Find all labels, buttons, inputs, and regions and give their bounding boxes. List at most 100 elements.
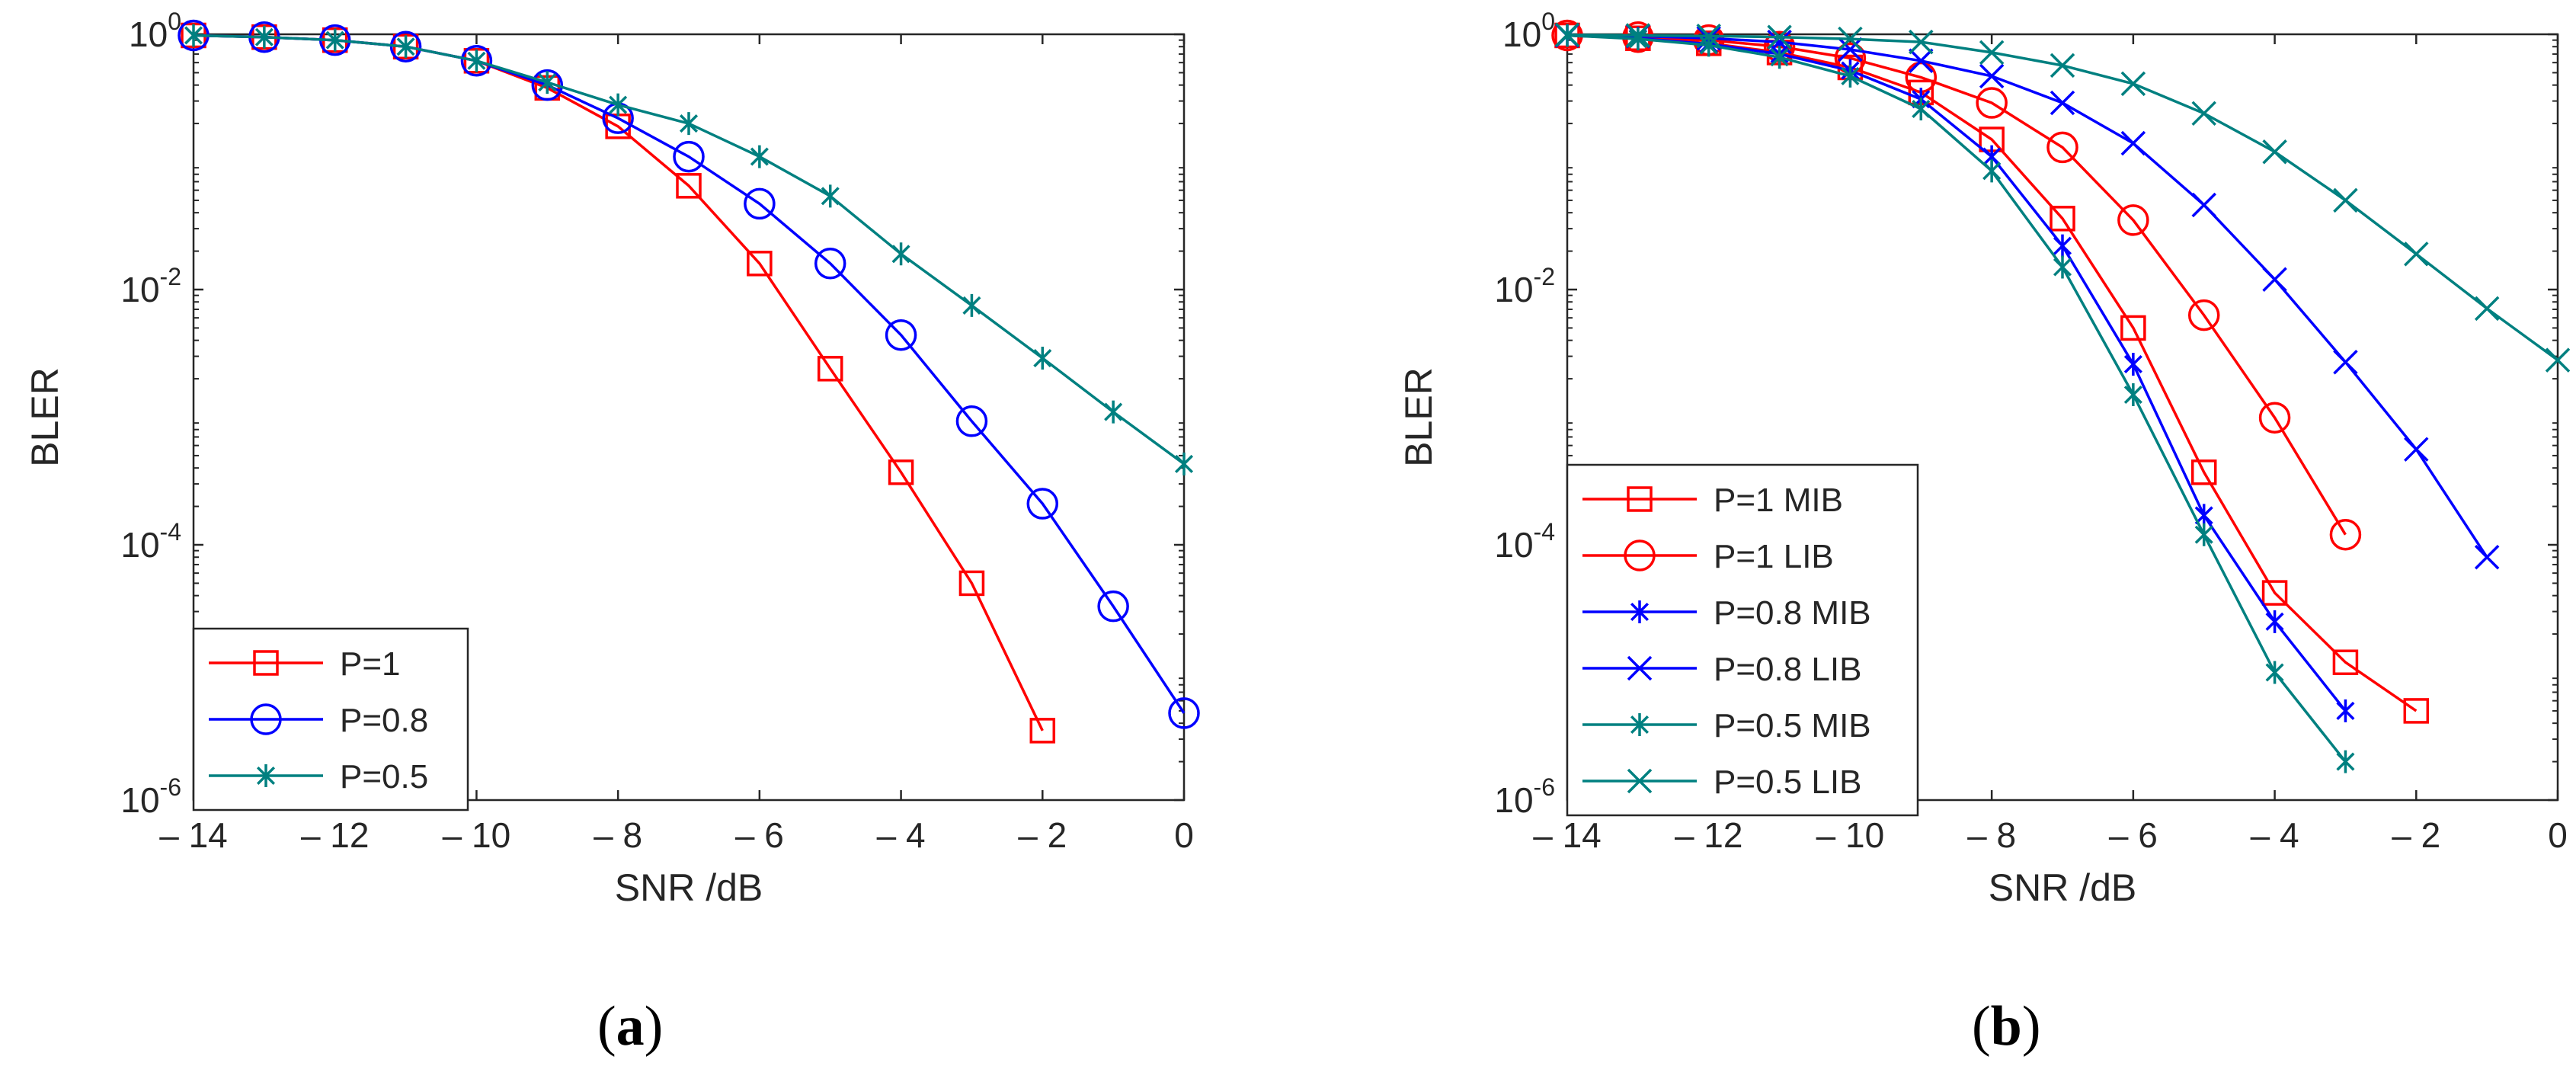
data-point bbox=[1029, 718, 1056, 744]
legend-marker bbox=[1627, 655, 1653, 681]
data-point bbox=[2187, 299, 2220, 331]
legend-entry: P=0.8 LIB bbox=[1582, 651, 1861, 688]
legend-entry: P=0.8 MIB bbox=[1582, 594, 1871, 632]
data-point bbox=[325, 28, 344, 52]
data-point bbox=[538, 71, 557, 94]
data-point bbox=[2191, 192, 2216, 218]
data-point bbox=[2258, 402, 2291, 434]
data-point bbox=[1979, 63, 2005, 89]
legend-marker bbox=[1630, 600, 1650, 623]
data-point bbox=[1625, 23, 1651, 48]
panel-label-b: (b) bbox=[1972, 995, 2041, 1058]
y-tick-label: 100 bbox=[1502, 8, 1555, 54]
data-point bbox=[2050, 90, 2075, 116]
x-tick-label: – 12 bbox=[1675, 815, 1743, 855]
panel-label-a: (a) bbox=[597, 995, 664, 1058]
data-point bbox=[1909, 29, 1934, 55]
legend-entry: P=0.5 bbox=[209, 758, 428, 795]
panel-label-a-text: a bbox=[616, 995, 645, 1058]
data-point bbox=[2333, 187, 2358, 213]
legend-box bbox=[1566, 463, 1919, 817]
data-point bbox=[1554, 22, 1580, 47]
data-point bbox=[184, 24, 203, 47]
x-axis-label: SNR /dB bbox=[615, 866, 763, 909]
data-point bbox=[2333, 350, 2358, 375]
y-axis-label: BLER bbox=[24, 367, 66, 467]
chart-a: – 14 – 12 – 10 – 8 – 6 – 4 – 2 0 10-6 10-4 10-2 100… bbox=[24, 8, 1200, 909]
data-point bbox=[396, 35, 415, 59]
legend-entry: P=0.5 MIB bbox=[1582, 707, 1871, 744]
x-tick-label: – 10 bbox=[443, 815, 511, 855]
data-point bbox=[2194, 523, 2213, 546]
legend-marker bbox=[250, 703, 282, 735]
legend-marker bbox=[256, 764, 276, 787]
chart-b: – 14 – 12 – 10 – 8 – 6 – 4 – 2 0 10-6 10-4 10-2 100… bbox=[1397, 8, 2571, 909]
data-point bbox=[2262, 267, 2287, 292]
series-p-0-5-lib bbox=[1554, 22, 2571, 373]
data-point bbox=[2336, 750, 2355, 773]
data-point bbox=[2123, 383, 2142, 407]
x-tick-label: – 8 bbox=[1967, 815, 2016, 855]
x-tick-label: – 14 bbox=[1533, 815, 1602, 855]
legend-label: P=1 LIB bbox=[1714, 538, 1834, 575]
data-point bbox=[673, 140, 705, 173]
data-point bbox=[1982, 159, 2002, 183]
data-point bbox=[679, 112, 699, 136]
x-tick-label: – 4 bbox=[2251, 815, 2299, 855]
legend-marker bbox=[253, 650, 279, 676]
y-tick-label: 10-2 bbox=[1494, 263, 1555, 309]
data-point bbox=[1696, 23, 1721, 49]
legend-entry: P=0.5 LIB bbox=[1582, 763, 1861, 801]
data-point bbox=[885, 319, 917, 351]
data-point bbox=[2474, 296, 2500, 322]
series-p-0-5 bbox=[184, 24, 1194, 475]
series-line bbox=[1566, 34, 2488, 559]
x-tick-label: – 14 bbox=[159, 815, 228, 855]
data-point bbox=[467, 49, 486, 72]
data-point bbox=[955, 405, 988, 437]
series-line bbox=[1566, 34, 2347, 763]
data-point bbox=[958, 570, 985, 597]
data-point bbox=[1104, 400, 1123, 424]
data-point bbox=[2403, 698, 2430, 724]
legend-label: P=0.8 LIB bbox=[1714, 651, 1861, 688]
data-point bbox=[2332, 649, 2359, 675]
legend: P=1 P=0.8 P=0.5 bbox=[192, 627, 469, 812]
legend-entry: P=0.8 bbox=[209, 702, 428, 739]
data-point bbox=[1097, 590, 1129, 623]
data-point bbox=[744, 187, 776, 220]
legend-marker bbox=[1627, 768, 1653, 794]
data-point bbox=[1026, 488, 1059, 520]
data-point bbox=[1770, 46, 1789, 69]
x-tick-label: – 2 bbox=[1018, 815, 1067, 855]
data-point bbox=[891, 242, 910, 266]
data-point bbox=[750, 145, 769, 168]
data-point bbox=[2265, 661, 2284, 684]
data-point bbox=[2050, 206, 2075, 232]
data-point bbox=[1838, 37, 1863, 62]
legend-entry: P=1 bbox=[209, 645, 401, 683]
legend-marker bbox=[1627, 486, 1653, 512]
data-point bbox=[2120, 130, 2146, 156]
data-point bbox=[2050, 53, 2075, 78]
data-point bbox=[2329, 518, 2362, 551]
data-point bbox=[2120, 315, 2146, 341]
data-point bbox=[676, 173, 702, 199]
x-tick-label: – 2 bbox=[2392, 815, 2440, 855]
y-tick-label: 10-4 bbox=[1494, 518, 1555, 565]
data-point bbox=[2404, 242, 2429, 267]
data-point bbox=[1628, 27, 1647, 51]
legend-marker bbox=[1624, 539, 1656, 571]
data-point bbox=[747, 251, 773, 277]
data-point bbox=[2190, 459, 2217, 485]
legend-label: P=1 bbox=[340, 645, 401, 683]
data-point bbox=[888, 459, 914, 485]
legend-entry: P=1 MIB bbox=[1582, 482, 1843, 519]
data-point bbox=[1909, 48, 1934, 74]
x-tick-label: 0 bbox=[2548, 815, 2568, 855]
data-point bbox=[2404, 437, 2429, 462]
data-point bbox=[2046, 131, 2078, 164]
legend-label: P=0.8 bbox=[340, 702, 428, 739]
data-point bbox=[2261, 580, 2288, 606]
